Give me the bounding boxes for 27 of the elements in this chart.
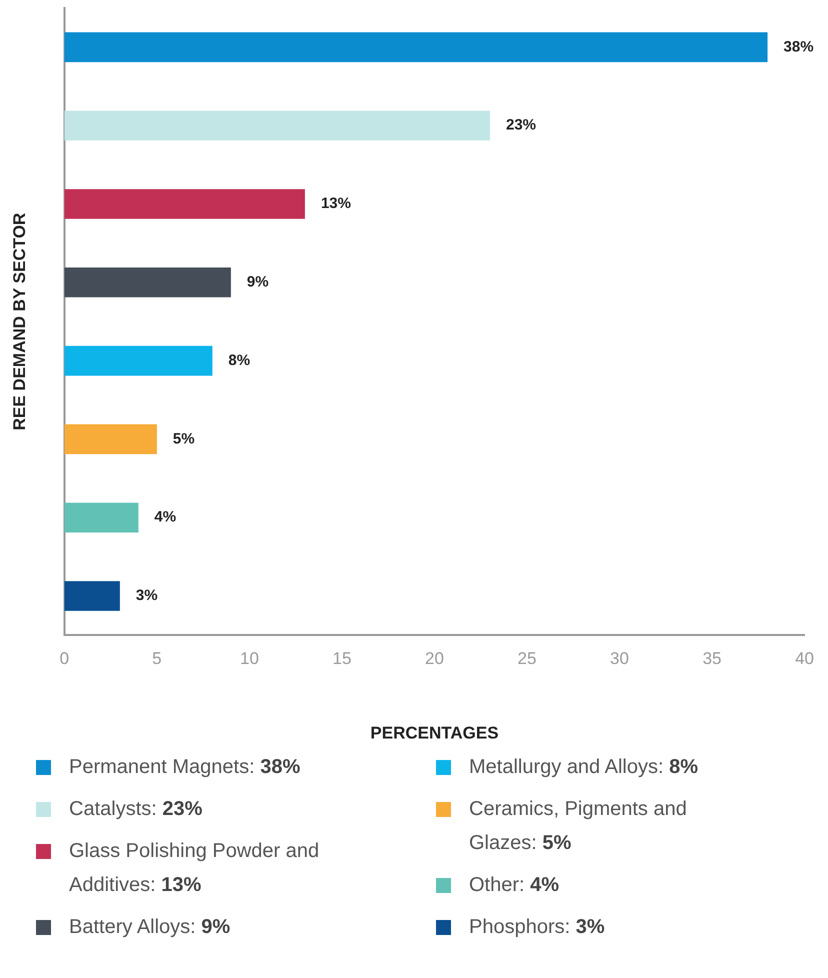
legend-label: Phosphors: 3%	[469, 915, 605, 940]
legend-label: Glass Polishing Powder and Additives: 13%	[69, 839, 320, 898]
x-tick-label: 20	[425, 649, 444, 668]
legend-label: Battery Alloys: 9%	[69, 915, 230, 940]
data-label: 5%	[172, 430, 195, 448]
data-label: 3%	[136, 587, 158, 604]
data-label: 4%	[154, 508, 176, 526]
legend-label: Metallurgy and Alloys: 8%	[469, 755, 698, 780]
legend-label: Ceramics, Pigments and Glazes: 5%	[469, 797, 688, 856]
x-tick-label: 25	[518, 649, 536, 668]
y-axis-title: REE DEMAND BY SECTOR	[10, 212, 29, 430]
legend-label: Permanent Magnets: 38%	[69, 755, 300, 780]
legend-label: Other: 4%	[469, 873, 560, 898]
data-label: 13%	[320, 195, 351, 212]
x-tick-label: 30	[610, 649, 629, 668]
x-tick-label: 40	[795, 649, 814, 668]
x-tick-label: 0	[60, 649, 70, 668]
data-label: 8%	[228, 352, 250, 369]
x-tick-label: 5	[152, 649, 162, 668]
x-axis-title: PERCENTAGES	[370, 723, 499, 742]
legend-label: Catalysts: 23%	[69, 797, 202, 822]
x-tick-label: 15	[332, 649, 352, 668]
data-label: 23%	[506, 116, 536, 134]
data-label: 9%	[246, 274, 269, 291]
data-label: 38%	[784, 38, 814, 56]
x-tick-label: 10	[240, 649, 259, 668]
x-tick-label: 35	[702, 649, 722, 668]
